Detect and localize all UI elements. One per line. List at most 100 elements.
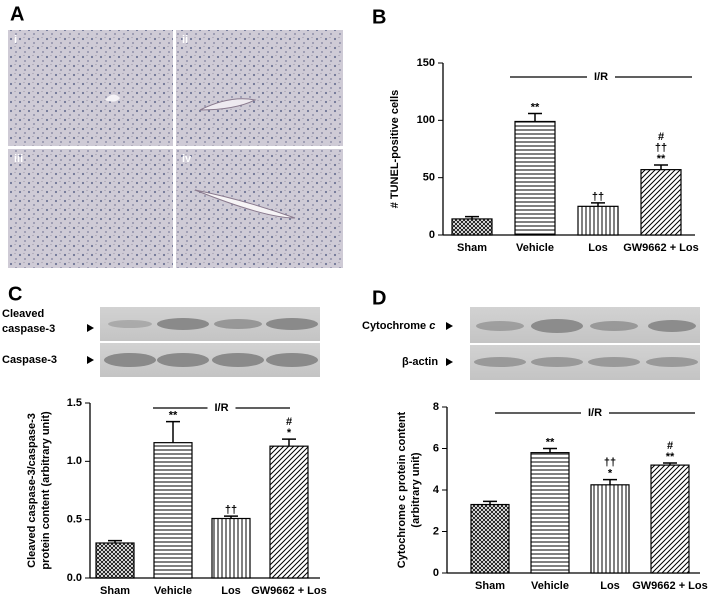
error-bar	[543, 447, 557, 453]
significance-mark: ††	[592, 191, 604, 203]
error-bar	[528, 112, 542, 122]
error-bar	[282, 438, 296, 447]
bracket-gap	[581, 407, 609, 419]
bar	[577, 205, 619, 236]
significance-mark: ††	[655, 142, 667, 154]
micrograph	[8, 30, 173, 146]
x-tick-label: Sham	[100, 585, 130, 597]
vessel	[194, 189, 296, 219]
error-bar	[591, 202, 605, 207]
error-bar	[224, 515, 238, 519]
blot-bands	[104, 318, 318, 367]
significance-mark: *	[287, 427, 292, 439]
bar	[530, 452, 570, 574]
x-tick-label: Los	[600, 580, 620, 592]
significance-mark: ††	[225, 504, 237, 516]
y-tick-label: 1.0	[67, 455, 82, 467]
bracket-label: I/R	[214, 402, 228, 414]
bar	[650, 464, 690, 574]
y-tick-label: 0	[429, 229, 435, 241]
significance-mark: *	[608, 468, 613, 480]
bar	[640, 169, 682, 236]
x-tick-label: GW9662 + Los	[251, 585, 327, 597]
bracket-label: I/R	[594, 71, 608, 83]
error-bar	[108, 539, 122, 543]
significance-mark: **	[546, 436, 555, 448]
significance-mark: **	[169, 410, 178, 422]
x-tick-label: Vehicle	[154, 585, 192, 597]
significance-mark: **	[657, 153, 666, 165]
micrograph	[8, 149, 173, 268]
significance-mark: #	[667, 440, 673, 452]
y-axis-label: Cytochrome c protein content	[396, 411, 408, 568]
arrow	[87, 356, 94, 364]
significance-mark: ††	[604, 457, 616, 469]
blot-label: β-actin	[402, 356, 438, 368]
y-tick-label: 4	[433, 484, 440, 496]
bracket-label: I/R	[588, 407, 602, 419]
blot-label: caspase-3	[2, 323, 55, 335]
y-tick-label: 0	[433, 567, 439, 579]
vessel	[199, 98, 257, 111]
bar	[153, 442, 193, 579]
x-tick-label: Vehicle	[516, 242, 554, 254]
blot-label-part: Cytochrome	[362, 320, 426, 332]
x-tick-label: Sham	[457, 242, 487, 254]
image-label: i	[14, 34, 17, 46]
bar	[451, 218, 493, 236]
bar	[514, 120, 556, 236]
bar	[470, 503, 510, 574]
bar	[211, 517, 251, 579]
panel-label: D	[372, 287, 386, 309]
error-bar	[483, 500, 497, 505]
blot-bands	[474, 319, 698, 367]
arrow	[446, 358, 453, 366]
significance-mark: #	[658, 131, 664, 143]
micrograph	[176, 30, 343, 146]
y-tick-label: 2	[433, 525, 439, 537]
x-tick-label: GW9662 + Los	[623, 242, 699, 254]
x-tick-label: Sham	[475, 580, 505, 592]
y-axis-label: Cleaved caspase-3/caspase-3	[26, 413, 38, 568]
y-axis-label: # TUNEL-positive cells	[389, 90, 401, 209]
panel-label: C	[8, 283, 22, 305]
bar	[590, 484, 630, 574]
blot-label-part: c	[429, 320, 435, 332]
significance-mark: #	[286, 416, 292, 428]
blot-label: Cytochrome c	[362, 320, 435, 332]
bracket-gap	[207, 402, 236, 414]
error-bar	[465, 215, 479, 219]
bar	[269, 445, 309, 579]
x-tick-label: Los	[221, 585, 241, 597]
y-tick-label: 1.5	[67, 397, 82, 409]
y-tick-label: 0.0	[67, 572, 82, 584]
x-tick-label: GW9662 + Los	[632, 580, 708, 592]
image-label: iii	[14, 153, 23, 165]
vessel	[105, 94, 120, 102]
blot-label: Caspase-3	[2, 354, 57, 366]
y-tick-label: 50	[423, 172, 435, 184]
bracket-gap	[587, 71, 615, 83]
error-bar	[603, 478, 617, 485]
significance-mark: **	[531, 101, 540, 113]
y-tick-label: 0.5	[67, 514, 82, 526]
y-tick-label: 100	[417, 114, 435, 126]
image-label: ii	[182, 34, 188, 46]
y-tick-label: 6	[433, 442, 439, 454]
error-bar	[663, 462, 677, 466]
significance-mark: **	[666, 451, 675, 463]
error-bar	[654, 164, 668, 170]
y-axis-label: protein content (arbitrary unit)	[40, 411, 52, 570]
x-tick-label: Vehicle	[531, 580, 569, 592]
arrow	[87, 324, 94, 332]
error-bar	[166, 420, 180, 443]
panel-label: A	[10, 3, 24, 25]
y-tick-label: 8	[433, 401, 439, 413]
y-axis-label: (arbitrary unit)	[410, 452, 422, 528]
bar	[95, 542, 135, 579]
arrow	[446, 322, 453, 330]
y-tick-label: 150	[417, 57, 435, 69]
panel-label: B	[372, 6, 386, 28]
x-tick-label: Los	[588, 242, 608, 254]
